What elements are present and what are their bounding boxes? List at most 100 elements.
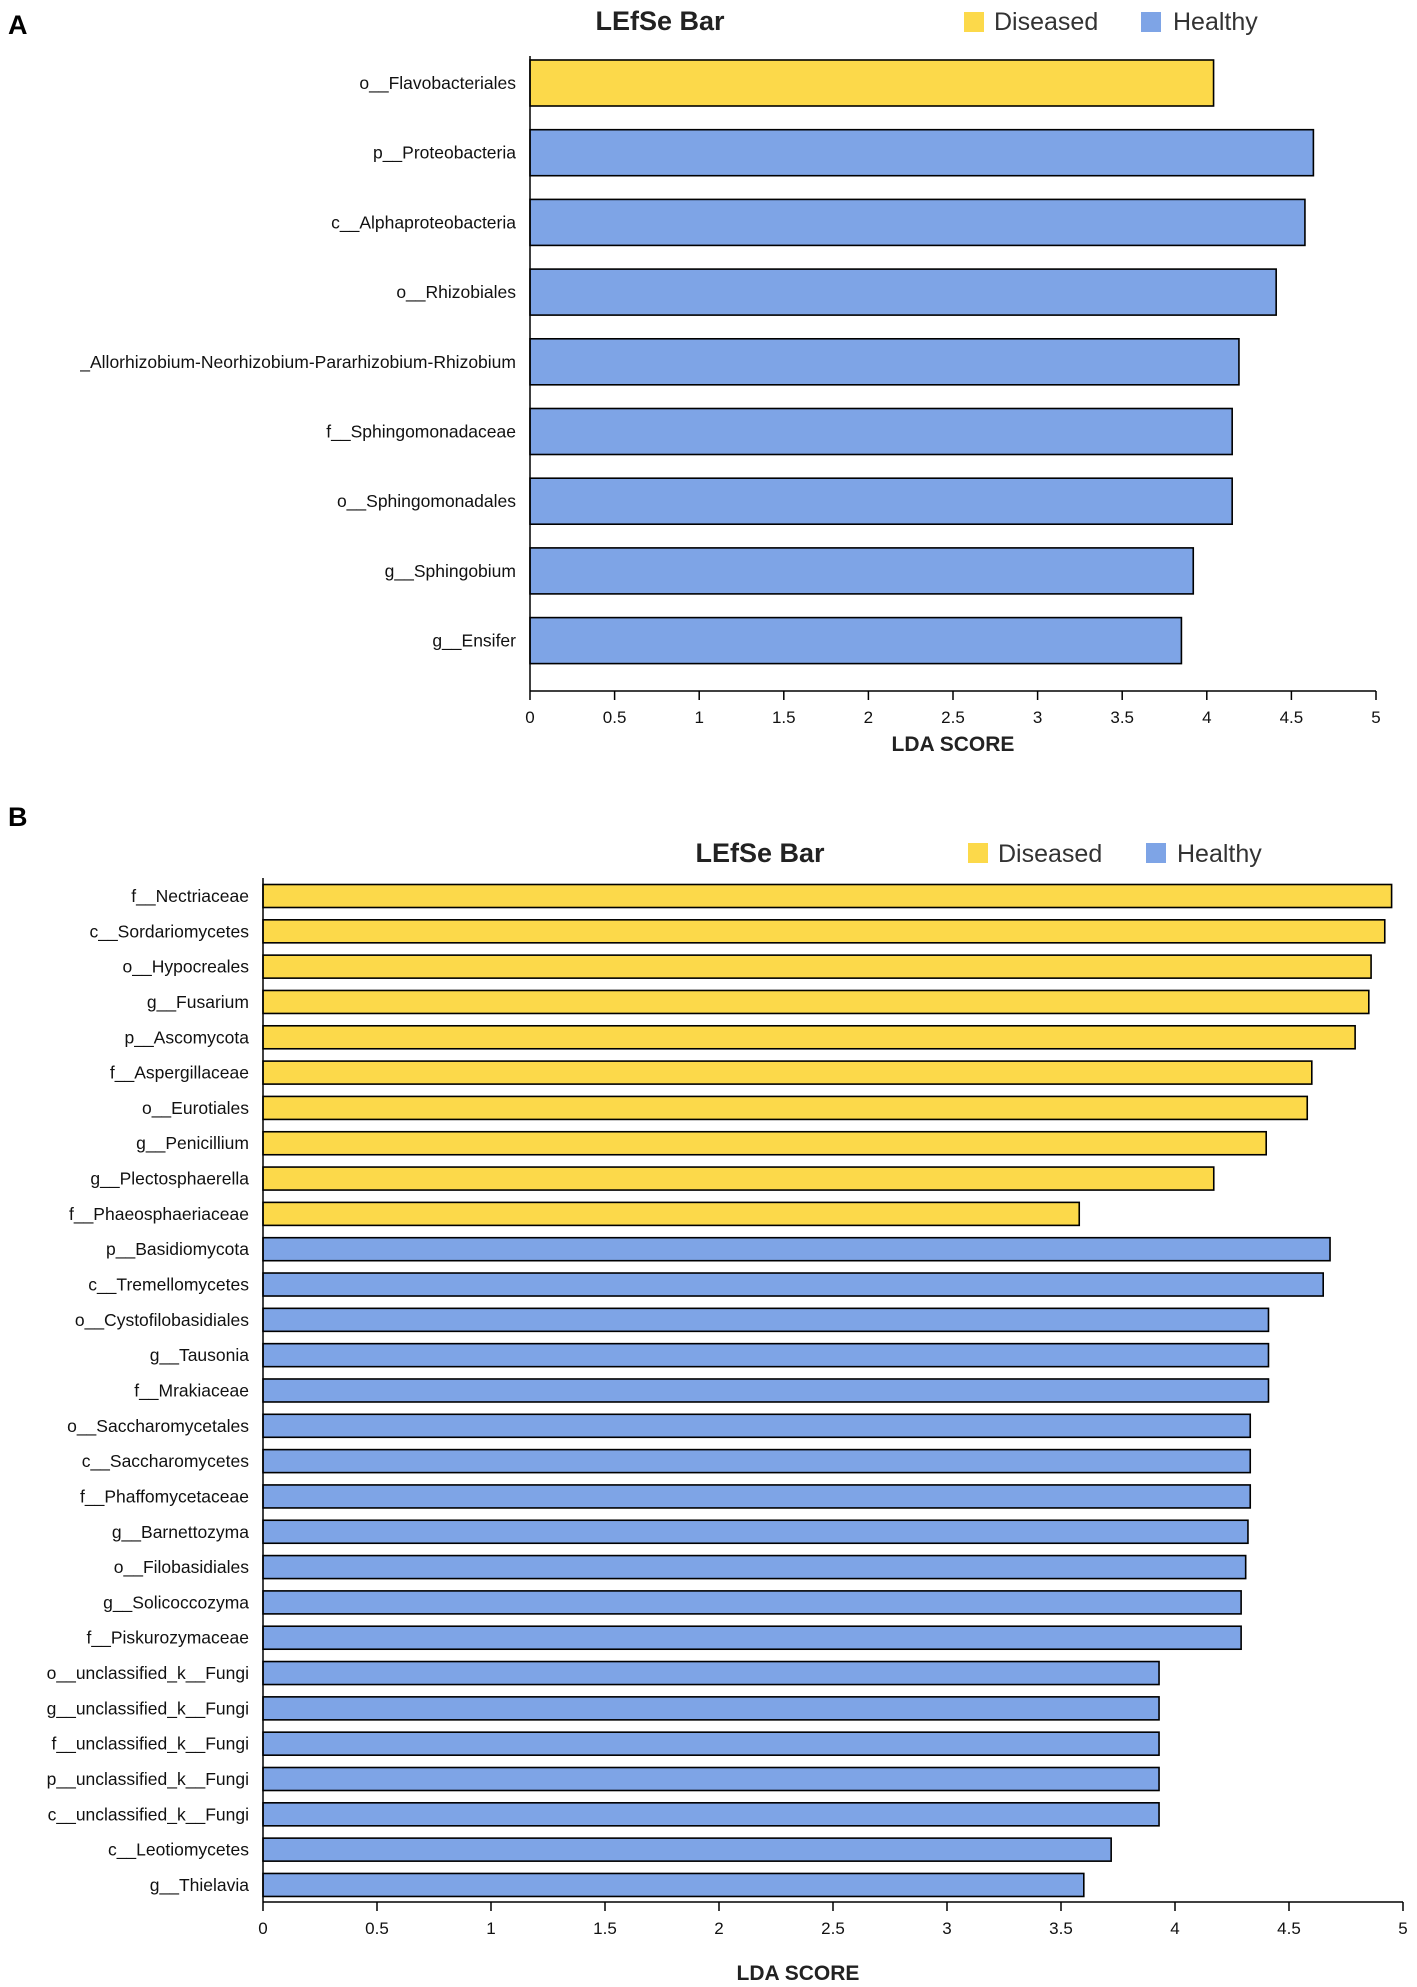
bar-c__Saccharomycetes <box>262 1448 1252 1474</box>
x-tick-label: 3 <box>942 1919 951 1938</box>
category-label: _Allorhizobium-Neorhizobium-Pararhizobiu… <box>79 352 516 373</box>
x-tick-label: 5 <box>1398 1919 1407 1938</box>
category-label: c__Alphaproteobacteria <box>331 212 516 233</box>
bar-p__Proteobacteria <box>529 128 1315 177</box>
bar-f__Mrakiaceae <box>262 1378 1270 1403</box>
bar-c__Tremellomycetes <box>262 1272 1324 1297</box>
category-label: o__unclassified_k__Fungi <box>47 1663 249 1684</box>
category-label: c__Saccharomycetes <box>82 1451 250 1472</box>
category-label: f__Mrakiaceae <box>134 1380 249 1401</box>
category-label: g__Barnettozyma <box>112 1522 249 1543</box>
category-label: o__Saccharomycetales <box>67 1416 249 1437</box>
category-label: o__Eurotiales <box>142 1098 249 1119</box>
x-ticks-a: 0 0.5 1 1.5 2 2.5 3 3.5 4 4.5 5 <box>525 691 1381 727</box>
bar-f__Phaeosphaeriaceae <box>262 1201 1081 1227</box>
bar-f__Phaffomycetaceae <box>262 1484 1252 1509</box>
bar-g__Solicoccozyma <box>262 1590 1242 1615</box>
x-tick-label: 3 <box>1033 708 1042 727</box>
legend-label-healthy: Healthy <box>1173 8 1258 36</box>
category-label: g__Tausonia <box>150 1345 250 1366</box>
category-label: o__Sphingomonadales <box>337 491 516 512</box>
panel-label-a: A <box>8 10 28 40</box>
x-tick-label: 2.5 <box>821 1919 845 1938</box>
x-tick-label: 5 <box>1371 708 1380 727</box>
x-tick-label: 1.5 <box>772 708 796 727</box>
bar-o__unclassified_k__Fungi <box>262 1660 1160 1686</box>
bar-f__unclassified_k__Fungi <box>262 1731 1160 1756</box>
category-label: c__unclassified_k__Fungi <box>48 1804 249 1825</box>
bars-b <box>262 883 1393 1898</box>
category-label: f__unclassified_k__Fungi <box>52 1734 250 1755</box>
x-tick-label: 4.5 <box>1280 708 1304 727</box>
bars-a <box>529 59 1315 665</box>
bar-c__Sordariomycetes <box>262 919 1386 944</box>
bar-_Allorhizobium-Neorhizobium-Pararhizobium-Rhizobium <box>529 337 1240 386</box>
bar-g__Barnettozyma <box>262 1519 1249 1545</box>
x-axis-title-a: LDA SCORE <box>892 733 1015 756</box>
category-label: f__Nectriaceae <box>131 886 249 907</box>
category-label: p__Proteobacteria <box>373 143 516 164</box>
panel-label-b: B <box>8 802 28 832</box>
x-tick-label: 0 <box>525 708 534 727</box>
bar-c__unclassified_k__Fungi <box>262 1802 1160 1827</box>
category-label: c__Tremellomycetes <box>88 1275 249 1296</box>
x-tick-label: 2 <box>714 1919 723 1938</box>
bar-c__Leotiomycetes <box>262 1837 1112 1862</box>
x-tick-label: 0.5 <box>365 1919 389 1938</box>
bar-g__Fusarium <box>262 989 1370 1015</box>
category-label: g__Sphingobium <box>385 561 516 582</box>
category-label: o__Rhizobiales <box>396 282 516 303</box>
bar-g__unclassified_k__Fungi <box>262 1696 1160 1721</box>
bar-f__Aspergillaceae <box>262 1060 1313 1085</box>
category-label: o__Cystofilobasidiales <box>75 1310 249 1331</box>
legend-swatch-healthy <box>1141 12 1161 32</box>
category-label: g__Ensifer <box>432 631 516 652</box>
bar-p__Basidiomycota <box>262 1236 1331 1262</box>
x-tick-label: 4 <box>1170 1919 1179 1938</box>
category-label: f__Piskurozymaceae <box>87 1628 249 1649</box>
category-label: g__Thielavia <box>150 1875 249 1896</box>
category-label: f__Sphingomonadaceae <box>326 422 516 443</box>
category-label: g__Plectosphaerella <box>90 1169 249 1190</box>
category-label: f__Aspergillaceae <box>110 1063 249 1084</box>
x-tick-label: 1 <box>694 708 703 727</box>
bar-g__Thielavia <box>262 1872 1085 1898</box>
legend-swatch-healthy <box>1146 843 1166 863</box>
panel-b: B LEfSe Bar Diseased Healthy f__Nectriac… <box>8 802 1408 1985</box>
x-tick-label: 2 <box>864 708 873 727</box>
legend-label-diseased: Diseased <box>998 840 1102 868</box>
category-label: f__Phaffomycetaceae <box>80 1486 249 1507</box>
x-tick-label: 0.5 <box>603 708 627 727</box>
x-tick-label: 3.5 <box>1110 708 1134 727</box>
category-label: p__Basidiomycota <box>106 1239 249 1260</box>
bar-o__Saccharomycetales <box>262 1413 1252 1439</box>
category-label: c__Sordariomycetes <box>89 921 249 942</box>
legend-label-healthy: Healthy <box>1177 840 1262 868</box>
x-tick-label: 4.5 <box>1277 1919 1301 1938</box>
bar-g__Tausonia <box>262 1342 1270 1368</box>
legend-b: Diseased Healthy <box>968 840 1262 868</box>
bar-o__Hypocreales <box>262 954 1372 979</box>
bar-f__Nectriaceae <box>262 883 1393 909</box>
bar-o__Rhizobiales <box>529 268 1277 316</box>
x-axis-title-b: LDA SCORE <box>737 1962 860 1985</box>
category-label: o__Hypocreales <box>123 957 250 978</box>
category-label: g__Penicillium <box>136 1133 249 1154</box>
legend-label-diseased: Diseased <box>994 8 1098 36</box>
category-label: g__unclassified_k__Fungi <box>47 1698 249 1719</box>
category-label: g__Fusarium <box>147 992 249 1013</box>
legend-a: Diseased Healthy <box>964 8 1258 36</box>
bar-f__Sphingomonadaceae <box>529 407 1233 456</box>
bar-o__Eurotiales <box>262 1095 1309 1121</box>
panel-a: A LEfSe Bar Diseased Healthy o__Flavobac… <box>8 6 1381 756</box>
bar-g__Ensifer <box>529 616 1183 665</box>
bar-g__Sphingobium <box>529 547 1195 595</box>
category-label: p__unclassified_k__Fungi <box>47 1769 249 1790</box>
category-label: o__Filobasidiales <box>114 1557 249 1578</box>
x-tick-label: 1.5 <box>593 1919 617 1938</box>
bar-p__unclassified_k__Fungi <box>262 1766 1160 1792</box>
bar-f__Piskurozymaceae <box>262 1625 1242 1651</box>
bar-g__Penicillium <box>262 1130 1268 1156</box>
bar-p__Ascomycota <box>262 1024 1356 1050</box>
